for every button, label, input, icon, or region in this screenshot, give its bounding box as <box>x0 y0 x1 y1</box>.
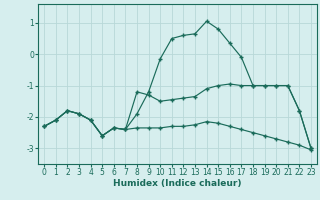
X-axis label: Humidex (Indice chaleur): Humidex (Indice chaleur) <box>113 179 242 188</box>
